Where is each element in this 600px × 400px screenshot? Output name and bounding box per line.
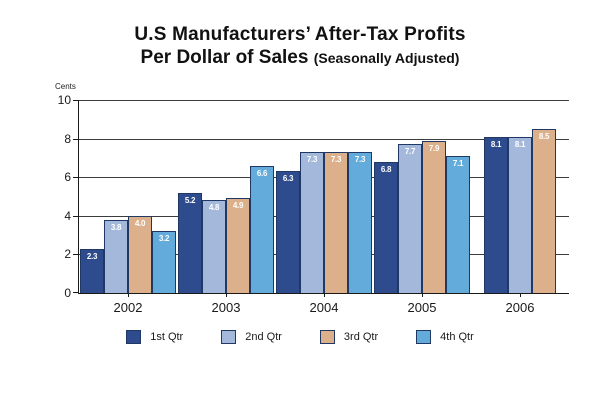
bar-value-label: 7.7 [404, 147, 416, 157]
y-axis-tick-2 [73, 254, 79, 256]
bar-2004-2nd-qtr: 7.3 [300, 152, 324, 293]
y-tick-label-2: 2 [64, 247, 71, 262]
bar-2006-2nd-qtr: 8.1 [508, 136, 532, 293]
bar-value-label: 5.2 [184, 195, 196, 205]
gridline-10 [79, 100, 569, 101]
bar-value-label: 4.8 [208, 203, 220, 213]
legend-item-3rd-qtr: 3rd Qtr [319, 330, 379, 344]
legend-label: 4th Qtr [440, 331, 474, 343]
bar-value-label: 7.3 [330, 155, 342, 165]
bar-2005-1st-qtr: 6.8 [374, 161, 398, 293]
chart-title-line1: U.S Manufacturers’ After-Tax Profits [134, 24, 466, 45]
bar-value-label: 4.9 [232, 201, 244, 211]
bar-2003-2nd-qtr: 4.8 [202, 200, 226, 293]
x-axis-tick-2006 [520, 293, 521, 297]
bar-value-label: 4.0 [134, 218, 146, 228]
legend-item-4th-qtr: 4th Qtr [416, 330, 474, 344]
gridline-8 [79, 138, 569, 140]
bar-2003-3rd-qtr: 4.9 [226, 198, 250, 293]
x-axis-tick-2002 [128, 293, 129, 297]
bar-group-2006: 8.1 8.1 8.5 [471, 100, 569, 293]
x-category-label-2005: 2005 [407, 300, 437, 315]
bar-value-label: 2.3 [86, 251, 98, 261]
y-axis-tick-6 [73, 177, 79, 179]
bar-2002-3rd-qtr: 4.0 [128, 215, 152, 293]
bar-value-label: 7.3 [354, 155, 366, 165]
bar-2003-1st-qtr: 5.2 [178, 192, 202, 293]
bar-2005-4th-qtr: 7.1 [446, 155, 470, 293]
y-axis-tick-0 [73, 292, 79, 293]
y-tick-label-4: 4 [64, 208, 71, 223]
y-axis-tick-4 [73, 215, 79, 217]
bar-value-label: 8.1 [490, 139, 502, 149]
chart-title-line2: Per Dollar of Sales (Seasonally Adjusted… [0, 47, 600, 69]
bar-group-2005: 6.8 7.7 7.9 7.1 [373, 100, 471, 293]
y-tick-label-8: 8 [64, 131, 71, 146]
x-axis-tick-2003 [226, 293, 227, 297]
bar-group-2003: 5.2 4.8 4.9 6.6 [177, 100, 275, 293]
bar-2006-3rd-qtr: 8.5 [532, 128, 556, 293]
bar-2004-3rd-qtr: 7.3 [324, 152, 348, 293]
legend-swatch-icon [126, 330, 142, 344]
bar-value-label: 6.6 [256, 168, 268, 178]
chart-title-line2-small: (Seasonally Adjusted) [313, 50, 460, 66]
bar-group-2004: 6.3 7.3 7.3 7.3 [275, 100, 373, 293]
bar-2006-1st-qtr: 8.1 [484, 136, 508, 293]
legend-item-2nd-qtr: 2nd Qtr [221, 330, 282, 344]
bar-2002-1st-qtr: 2.3 [80, 248, 104, 293]
x-category-label-2006: 2006 [505, 300, 535, 315]
legend: 1st Qtr 2nd Qtr 3rd Qtr 4th Qtr [0, 330, 600, 344]
bar-2005-2nd-qtr: 7.7 [398, 144, 422, 293]
y-tick-label-10: 10 [57, 93, 71, 107]
legend-item-1st-qtr: 1st Qtr [126, 330, 183, 344]
legend-swatch-icon [416, 330, 432, 344]
bar-2002-4th-qtr: 3.2 [152, 231, 176, 293]
legend-label: 2nd Qtr [245, 331, 282, 343]
x-category-label-2002: 2002 [113, 300, 143, 315]
bar-value-label: 6.8 [380, 164, 392, 174]
legend-label: 3rd Qtr [343, 331, 379, 343]
y-tick-label-0: 0 [64, 286, 71, 300]
bar-value-label: 7.3 [306, 155, 318, 165]
bar-value-label: 3.8 [110, 222, 122, 232]
bar-value-label: 7.1 [452, 158, 464, 168]
bar-value-label: 3.2 [158, 234, 170, 244]
y-tick-label-6: 6 [64, 170, 71, 185]
bar-value-label: 7.9 [428, 143, 440, 153]
bar-2002-2nd-qtr: 3.8 [104, 219, 128, 293]
bar-2004-1st-qtr: 6.3 [276, 171, 300, 293]
y-axis-unit-label: Cents [55, 82, 76, 91]
x-axis-tick-2004 [324, 293, 325, 297]
bar-value-label: 6.3 [282, 174, 294, 184]
x-category-label-2004: 2004 [309, 300, 339, 315]
legend-label: 1st Qtr [150, 331, 184, 343]
plot-area: 0 2 4 6 8 10 2.3 3.8 4.0 3.2 2002 5.2 4.8 4.9 6.6 2003 6… [58, 93, 569, 315]
chart-title-line2-main: Per Dollar of Sales [140, 47, 309, 68]
legend-swatch-icon [221, 330, 237, 344]
bar-2004-4th-qtr: 7.3 [348, 152, 372, 293]
x-axis-tick-2005 [422, 293, 423, 297]
bar-2005-3rd-qtr: 7.9 [422, 140, 446, 293]
bar-group-2002: 2.3 3.8 4.0 3.2 [79, 100, 177, 293]
y-axis-tick-10 [73, 100, 79, 101]
bar-value-label: 8.5 [538, 131, 550, 141]
legend-swatch-icon [319, 330, 335, 344]
x-category-label-2003: 2003 [211, 300, 241, 315]
bar-2003-4th-qtr: 6.6 [250, 165, 274, 293]
bar-value-label: 8.1 [514, 139, 526, 149]
y-axis-tick-8 [73, 138, 79, 140]
chart-title: U.S Manufacturers’ After-Tax Profits Per… [0, 24, 600, 69]
